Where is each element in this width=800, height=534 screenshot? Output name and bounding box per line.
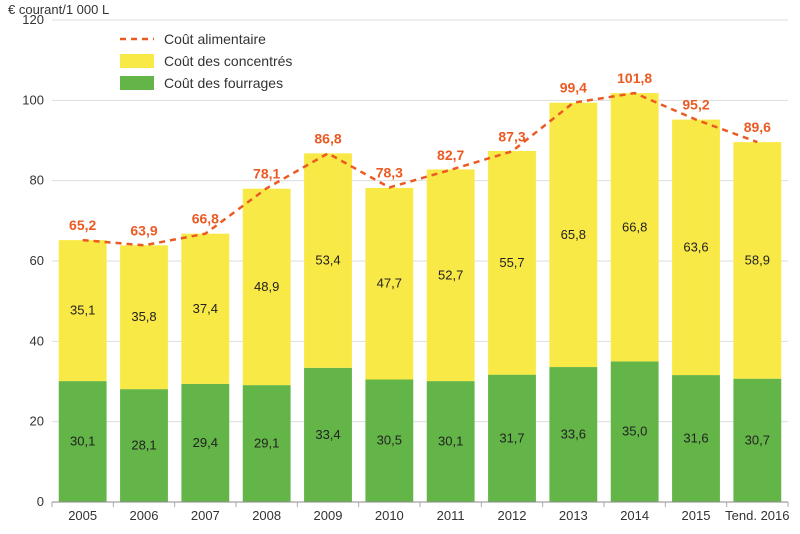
bar-value-concentres: 66,8 [622,219,647,234]
bar-value-fourrages: 30,7 [745,432,770,447]
line-value: 95,2 [682,97,709,113]
line-value: 89,6 [744,119,771,135]
x-tick-label: 2006 [130,508,159,523]
legend-label-fourrages: Coût des fourrages [164,75,283,91]
line-value: 99,4 [560,80,587,96]
bar-value-concentres: 53,4 [315,253,340,268]
x-tick-label: 2014 [620,508,649,523]
bar-value-concentres: 35,1 [70,303,95,318]
y-tick-label: 40 [30,333,44,348]
y-tick-label: 80 [30,173,44,188]
y-tick-label: 60 [30,253,44,268]
x-tick-label: 2013 [559,508,588,523]
bar-value-fourrages: 28,1 [131,438,156,453]
legend-swatch-concentres [120,54,154,68]
line-value: 63,9 [130,222,157,238]
line-value: 82,7 [437,147,464,163]
x-tick-label: 2005 [68,508,97,523]
bar-value-concentres: 63,6 [683,239,708,254]
bar-value-concentres: 35,8 [131,309,156,324]
x-tick-label: 2012 [498,508,527,523]
bar-value-concentres: 65,8 [561,227,586,242]
bar-value-fourrages: 29,4 [193,435,218,450]
line-value: 66,8 [192,211,219,227]
bar-value-fourrages: 33,4 [315,427,340,442]
bar-value-concentres: 47,7 [377,276,402,291]
bar-value-fourrages: 30,5 [377,433,402,448]
line-value: 78,1 [253,165,280,181]
bar-value-fourrages: 33,6 [561,427,586,442]
line-value: 65,2 [69,217,96,233]
y-tick-label: 120 [22,12,44,27]
bar-value-fourrages: 31,7 [499,430,524,445]
legend-label-alimentaire: Coût alimentaire [164,31,266,47]
line-value: 101,8 [617,70,652,86]
y-tick-label: 20 [30,414,44,429]
bar-value-fourrages: 29,1 [254,436,279,451]
cost-chart: € courant/1 000 L02040608010012030,135,1… [0,0,800,534]
line-value: 87,3 [498,128,525,144]
legend-swatch-fourrages [120,76,154,90]
bar-value-concentres: 55,7 [499,255,524,270]
x-tick-label: 2011 [437,508,465,523]
bar-value-fourrages: 30,1 [438,434,463,449]
x-tick-label: 2008 [252,508,281,523]
x-tick-label: 2010 [375,508,404,523]
legend-label-concentres: Coût des concentrés [164,53,292,69]
chart-svg: € courant/1 000 L02040608010012030,135,1… [0,0,800,534]
x-tick-label: 2009 [314,508,343,523]
x-tick-label: 2015 [682,508,711,523]
bar-value-fourrages: 35,0 [622,424,647,439]
x-tick-label: Tend. 2016 [725,508,789,523]
bar-value-concentres: 48,9 [254,279,279,294]
bar-value-concentres: 58,9 [745,252,770,267]
y-tick-label: 100 [22,92,44,107]
bar-value-concentres: 52,7 [438,267,463,282]
line-value: 78,3 [376,164,403,180]
x-tick-label: 2007 [191,508,220,523]
bar-value-fourrages: 30,1 [70,434,95,449]
bar-value-fourrages: 31,6 [683,431,708,446]
line-value: 86,8 [314,130,341,146]
bar-value-concentres: 37,4 [193,301,218,316]
y-tick-label: 0 [37,494,44,509]
